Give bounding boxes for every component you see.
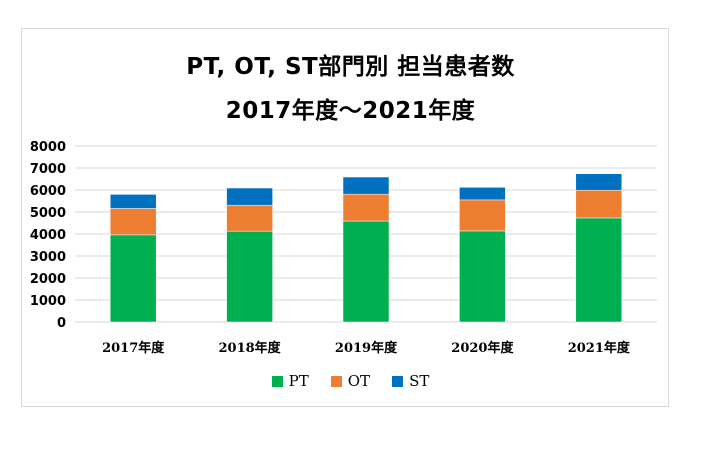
y-tick-label: 7000	[30, 162, 66, 177]
x-tick-label: 2020年度	[451, 340, 514, 356]
legend-item-st: ST	[392, 372, 429, 390]
legend-swatch-ot	[330, 375, 342, 387]
legend-item-pt: PT	[271, 372, 309, 390]
y-tick-label: 6000	[30, 184, 66, 199]
y-tick-label: 2000	[30, 272, 66, 287]
bar-pt	[226, 230, 273, 323]
x-tick-label: 2021年度	[568, 340, 631, 356]
bar-ot	[109, 208, 157, 236]
y-tick-label: 5000	[30, 206, 66, 221]
legend-label-ot: OT	[347, 372, 371, 390]
y-tick-label: 0	[57, 316, 66, 331]
bar-ot	[226, 204, 273, 232]
bar-pt	[459, 230, 506, 323]
bar-st	[459, 187, 506, 201]
y-tick-label: 1000	[30, 294, 66, 309]
y-tick-label: 8000	[30, 140, 66, 155]
bar-ot	[342, 193, 390, 222]
legend-label-pt: PT	[288, 372, 309, 390]
legend-swatch-st	[392, 375, 404, 387]
y-tick-label: 3000	[30, 250, 66, 265]
bar-st	[226, 187, 273, 206]
x-tick-label: 2017年度	[102, 340, 165, 356]
x-tick-label: 2018年度	[219, 340, 282, 356]
bar-pt	[342, 220, 390, 323]
bar-st	[342, 176, 390, 195]
chart-title-line-2: 2017年度～2021年度	[225, 98, 476, 124]
bar-ot	[575, 189, 623, 219]
legend-item-ot: OT	[330, 372, 371, 390]
bar-st	[575, 173, 623, 191]
bar-ot	[459, 199, 506, 232]
y-tick-label: 4000	[30, 228, 66, 243]
chart-title-line-1: PT, OT, ST部門別 担当患者数	[186, 54, 515, 80]
legend: PT OT ST	[0, 372, 701, 390]
bar-st	[109, 194, 157, 209]
bar-pt	[109, 234, 157, 323]
legend-label-st: ST	[409, 372, 430, 390]
legend-swatch-pt	[271, 375, 283, 387]
bar-pt	[575, 217, 623, 323]
x-tick-label: 2019年度	[335, 340, 398, 356]
